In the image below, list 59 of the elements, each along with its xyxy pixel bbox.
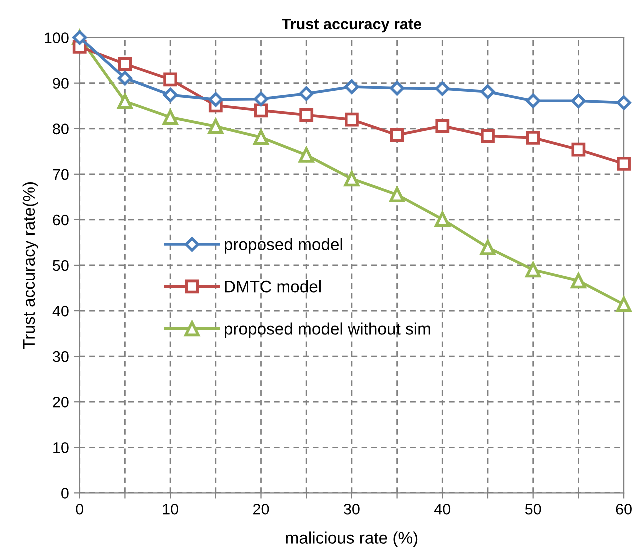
y-tick-label: 60 xyxy=(53,214,69,226)
point xyxy=(254,104,268,118)
y-axis-title: Trust accuracy rate(%) xyxy=(22,182,38,350)
point xyxy=(436,119,450,134)
point xyxy=(118,57,132,72)
chart-title: Trust accuracy rate xyxy=(282,18,422,33)
point xyxy=(208,118,224,134)
x-axis-title: malicious rate (%) xyxy=(286,532,418,548)
x-tick-label: 60 xyxy=(616,504,632,515)
point xyxy=(480,84,496,100)
point xyxy=(254,92,269,107)
point xyxy=(390,128,404,142)
legend-label: proposed model xyxy=(225,238,342,254)
y-tick-label: 70 xyxy=(53,169,69,180)
point xyxy=(526,131,540,145)
point xyxy=(300,108,314,122)
point xyxy=(572,142,586,157)
point xyxy=(345,112,359,127)
point xyxy=(616,96,632,110)
point xyxy=(299,86,314,102)
point xyxy=(254,130,269,146)
y-tick-label: 40 xyxy=(52,306,69,317)
x-tick-label: 0 xyxy=(76,504,84,515)
x-tick-label: 30 xyxy=(344,504,360,515)
point xyxy=(435,212,450,228)
point xyxy=(571,94,586,108)
point xyxy=(164,72,178,87)
y-tick-label: 100 xyxy=(45,32,69,44)
point xyxy=(118,71,132,86)
point xyxy=(344,80,360,94)
y-tick-label: 50 xyxy=(53,260,69,272)
point xyxy=(162,110,178,126)
y-tick-label: 0 xyxy=(62,488,69,499)
point xyxy=(435,82,450,96)
x-tick-label: 20 xyxy=(254,504,270,515)
x-tick-label: 40 xyxy=(434,504,451,515)
y-tick-label: 20 xyxy=(53,396,69,408)
point xyxy=(118,94,133,110)
point xyxy=(617,157,631,171)
point xyxy=(208,92,224,108)
y-tick-label: 30 xyxy=(53,351,69,362)
point xyxy=(616,297,632,312)
y-tick-label: 90 xyxy=(53,78,69,90)
x-tick-label: 50 xyxy=(525,504,542,515)
legend-label: proposed model without sim xyxy=(225,322,430,338)
x-tick-label: 10 xyxy=(163,504,178,515)
legend-label: DMTC model xyxy=(225,280,321,293)
point xyxy=(481,129,495,144)
point xyxy=(298,148,314,163)
point xyxy=(480,240,496,256)
y-tick-label: 80 xyxy=(53,124,69,135)
point xyxy=(344,171,360,187)
point xyxy=(390,81,405,96)
y-tick-label: 10 xyxy=(54,442,69,454)
point xyxy=(571,273,586,289)
point xyxy=(526,262,541,278)
point xyxy=(390,187,405,203)
point xyxy=(163,88,178,102)
point xyxy=(526,94,541,108)
